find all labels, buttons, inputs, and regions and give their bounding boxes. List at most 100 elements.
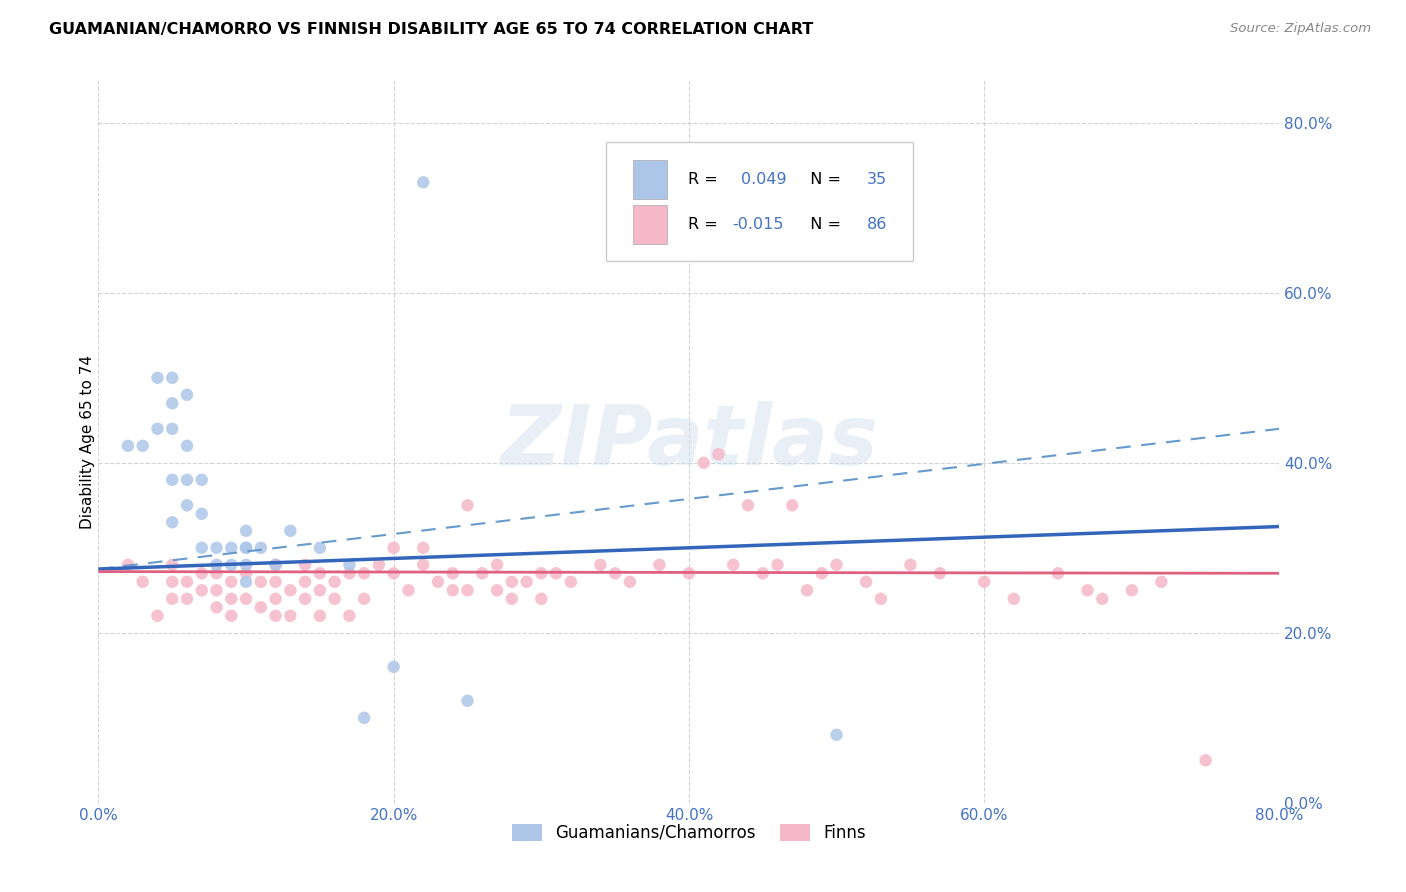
Point [264,558,287,572]
Point [132,439,155,453]
Point [1002,591,1025,606]
Point [605,566,627,581]
Point [309,583,332,598]
FancyBboxPatch shape [606,142,914,260]
Point [191,473,214,487]
Point [339,566,361,581]
Point [221,591,243,606]
Point [766,558,789,572]
Point [176,591,198,606]
Point [900,558,922,572]
Point [264,608,287,623]
Point [648,558,671,572]
Point [221,541,243,555]
Point [264,591,287,606]
Point [353,566,375,581]
Text: -0.015: -0.015 [733,217,785,232]
Point [530,566,553,581]
Point [250,541,273,555]
Text: N =: N = [800,172,846,187]
Point [264,558,287,572]
Point [162,558,183,572]
Point [191,583,214,598]
Point [205,600,228,615]
Point [323,591,346,606]
Point [825,728,848,742]
Point [353,711,375,725]
Point [501,591,523,606]
Point [457,694,479,708]
Point [235,541,257,555]
Point [486,558,509,572]
Point [235,566,257,581]
Point [221,558,243,572]
Point [294,591,316,606]
Point [723,558,745,572]
Point [221,608,243,623]
Point [501,574,523,589]
Point [589,558,612,572]
Point [929,566,952,581]
Point [132,574,155,589]
Text: R =: R = [688,217,723,232]
Point [235,558,257,572]
Point [162,591,183,606]
Point [368,558,391,572]
Point [280,524,302,538]
Point [250,600,273,615]
Point [162,473,183,487]
Point [146,608,169,623]
Point [117,558,139,572]
Text: R =: R = [688,172,723,187]
Text: 86: 86 [868,217,887,232]
Point [870,591,893,606]
Point [339,558,361,572]
Point [530,591,553,606]
Point [205,583,228,598]
Point [205,566,228,581]
Text: ZIPatlas: ZIPatlas [501,401,877,482]
Point [280,608,302,623]
Text: 0.049: 0.049 [741,172,786,187]
Point [309,566,332,581]
Point [162,422,183,436]
Point [1091,591,1114,606]
Bar [634,204,666,244]
Point [1195,753,1218,767]
Point [205,558,228,572]
Point [737,498,759,512]
Point [162,574,183,589]
Point [619,574,641,589]
Point [191,507,214,521]
Point [205,541,228,555]
Point [855,574,877,589]
Point [427,574,450,589]
Point [191,541,214,555]
Point [117,439,139,453]
Point [810,566,832,581]
Legend: Guamanians/Chamorros, Finns: Guamanians/Chamorros, Finns [505,817,873,848]
Point [191,566,214,581]
Point [825,558,848,572]
Point [280,583,302,598]
Point [1046,566,1070,581]
Point [309,541,332,555]
Point [457,498,479,512]
Point [973,574,995,589]
Point [412,541,434,555]
Y-axis label: Disability Age 65 to 74: Disability Age 65 to 74 [80,354,94,529]
Point [382,660,405,674]
Point [752,566,775,581]
Point [294,574,316,589]
Point [382,541,405,555]
Point [678,566,700,581]
Point [323,574,346,589]
Point [707,447,730,461]
Point [1077,583,1099,598]
Text: N =: N = [800,217,846,232]
Point [339,608,361,623]
Point [353,591,375,606]
Point [471,566,494,581]
Point [294,558,316,572]
Point [1121,583,1143,598]
